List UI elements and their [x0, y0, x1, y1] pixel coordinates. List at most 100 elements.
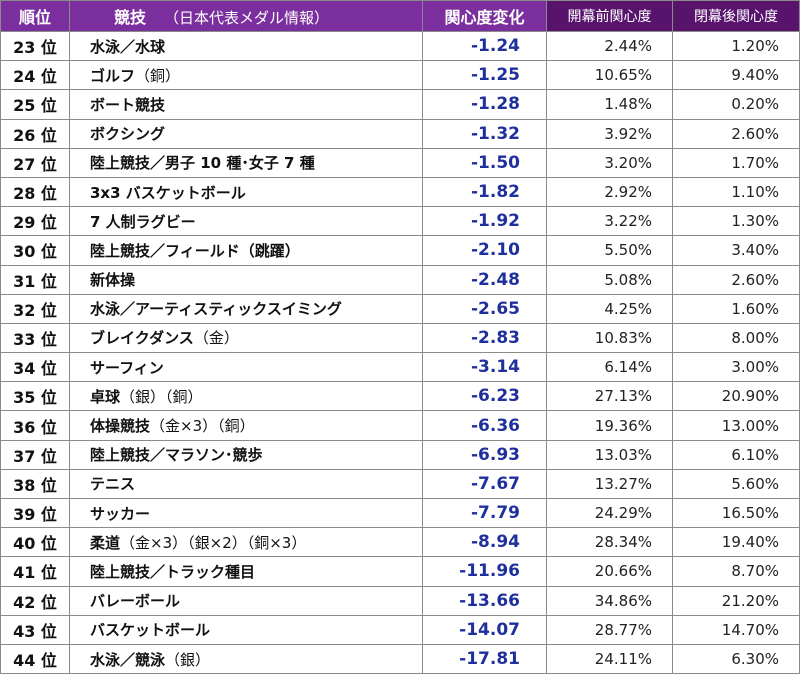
table-row: 25 位 ボート競技 -1.28 1.48% 0.20%: [0, 89, 800, 120]
sport-cell: 3x3 バスケットボール: [69, 176, 423, 208]
header-after: 閉幕後関心度: [672, 0, 800, 32]
change-cell: -6.93: [422, 439, 547, 470]
table-row: 33 位ブレイクダンス（金） -2.83 10.83% 8.00%: [0, 322, 800, 354]
sport-cell: ブレイクダンス（金）: [69, 322, 423, 354]
sport-name: 水泳／アーティスティックスイミング: [90, 300, 342, 319]
sport-name: 陸上競技／男子 10 種･女子 7 種: [90, 154, 315, 173]
change-cell: -2.83: [422, 322, 547, 354]
table-body: 23 位水泳／水球 -1.24 2.44% 1.20% 24 位ゴルフ（銅） -1.25 1…: [0, 30, 800, 675]
medal-info: （金×3）（銀×2）（銅×3）: [120, 533, 307, 552]
before-cell: 2.44%: [546, 30, 673, 62]
sport-name: 陸上競技／フィールド（跳躍）: [90, 241, 300, 260]
table-row: 36 位体操競技（金×3）（銅） -6.36 19.36% 13.00%: [0, 410, 800, 441]
change-cell: -2.48: [422, 264, 547, 295]
table-row: 26 位 ボクシング -1.32 3.92% 2.60%: [0, 118, 800, 149]
table-row: 30 位 陸上競技／フィールド（跳躍） -2.10 5.50% 3.40%: [0, 235, 800, 266]
before-cell: 20.66%: [546, 556, 673, 587]
after-cell: 6.30%: [672, 643, 800, 675]
sport-cell: 水泳／アーティスティックスイミング: [69, 293, 423, 324]
after-cell: 8.70%: [672, 556, 800, 587]
rank-cell: 30 位: [0, 235, 70, 266]
rank-cell: 25 位: [0, 89, 70, 120]
before-cell: 13.27%: [546, 468, 673, 500]
change-cell: -13.66: [422, 585, 547, 616]
rank-cell: 27 位: [0, 147, 70, 178]
rank-cell: 33 位: [0, 322, 70, 354]
before-cell: 19.36%: [546, 410, 673, 441]
change-cell: -7.67: [422, 468, 547, 500]
change-cell: -7.79: [422, 497, 547, 529]
table-row: 43 位 バスケットボール -14.07 28.77% 14.70%: [0, 614, 800, 645]
table-row: 23 位 水泳／水球 -1.24 2.44% 1.20%: [0, 30, 800, 62]
after-cell: 8.00%: [672, 322, 800, 354]
rank-cell: 37 位: [0, 439, 70, 470]
header-rank: 順位: [0, 0, 70, 32]
before-cell: 10.65%: [546, 60, 673, 91]
before-cell: 3.92%: [546, 118, 673, 149]
header-before: 開幕前関心度: [546, 0, 673, 32]
change-cell: -8.94: [422, 527, 547, 558]
header-sport-label: 競技: [114, 8, 147, 27]
table-row: 31 位 新体操 -2.48 5.08% 2.60%: [0, 264, 800, 295]
after-cell: 1.30%: [672, 206, 800, 237]
header-sport: 競技 （日本代表メダル情報）: [69, 0, 423, 32]
sport-cell: 陸上競技／マラソン･競歩: [69, 439, 423, 470]
sport-name: 卓球: [90, 387, 121, 406]
after-cell: 5.60%: [672, 468, 800, 500]
sport-cell: 柔道（金×3）（銀×2）（銅×3）: [69, 527, 423, 558]
sport-name: テニス: [90, 475, 136, 494]
after-cell: 9.40%: [672, 60, 800, 91]
change-cell: -3.14: [422, 352, 547, 383]
sport-name: ボート競技: [90, 95, 166, 114]
sport-name: バレーボール: [90, 592, 181, 611]
rank-cell: 29 位: [0, 206, 70, 237]
change-cell: -2.10: [422, 235, 547, 266]
before-cell: 28.34%: [546, 527, 673, 558]
sport-cell: ボクシング: [69, 118, 423, 149]
medal-info: （金）: [193, 329, 239, 348]
sport-name: 水泳／水球: [90, 37, 166, 56]
after-cell: 0.20%: [672, 89, 800, 120]
after-cell: 20.90%: [672, 381, 800, 412]
after-cell: 6.10%: [672, 439, 800, 470]
table-row: 29 位 7 人制ラグビー -1.92 3.22% 1.30%: [0, 206, 800, 237]
change-cell: -17.81: [422, 643, 547, 675]
after-cell: 13.00%: [672, 410, 800, 441]
sport-cell: 7 人制ラグビー: [69, 206, 423, 237]
after-cell: 3.40%: [672, 235, 800, 266]
after-cell: 1.10%: [672, 176, 800, 208]
before-cell: 13.03%: [546, 439, 673, 470]
sport-cell: 陸上競技／トラック種目: [69, 556, 423, 587]
sport-name: 柔道: [90, 533, 121, 552]
after-cell: 3.00%: [672, 352, 800, 383]
table-row: 42 位 バレーボール -13.66 34.86% 21.20%: [0, 585, 800, 616]
after-cell: 1.20%: [672, 30, 800, 62]
sport-name: 新体操: [90, 271, 136, 290]
sport-cell: バスケットボール: [69, 614, 423, 645]
rank-cell: 26 位: [0, 118, 70, 149]
rank-cell: 34 位: [0, 352, 70, 383]
sport-name: サーフィン: [90, 358, 164, 377]
rank-cell: 35 位: [0, 381, 70, 412]
rank-cell: 42 位: [0, 585, 70, 616]
after-cell: 1.60%: [672, 293, 800, 324]
rank-cell: 28 位: [0, 176, 70, 208]
change-cell: -14.07: [422, 614, 547, 645]
medal-info: （銅）: [135, 66, 181, 85]
rank-cell: 38 位: [0, 468, 70, 500]
rank-cell: 44 位: [0, 643, 70, 675]
table-row: 39 位 サッカー -7.79 24.29% 16.50%: [0, 497, 800, 529]
sport-cell: 卓球（銀）（銅）: [69, 381, 423, 412]
before-cell: 27.13%: [546, 381, 673, 412]
sport-cell: 水泳／競泳（銀）: [69, 643, 423, 675]
before-cell: 1.48%: [546, 89, 673, 120]
rank-cell: 32 位: [0, 293, 70, 324]
sport-name: ブレイクダンス: [90, 329, 194, 348]
before-cell: 3.22%: [546, 206, 673, 237]
before-cell: 34.86%: [546, 585, 673, 616]
before-cell: 5.50%: [546, 235, 673, 266]
rank-cell: 23 位: [0, 30, 70, 62]
sport-cell: 新体操: [69, 264, 423, 295]
sport-name: バスケットボール: [90, 621, 211, 640]
sport-cell: 陸上競技／男子 10 種･女子 7 種: [69, 147, 423, 178]
